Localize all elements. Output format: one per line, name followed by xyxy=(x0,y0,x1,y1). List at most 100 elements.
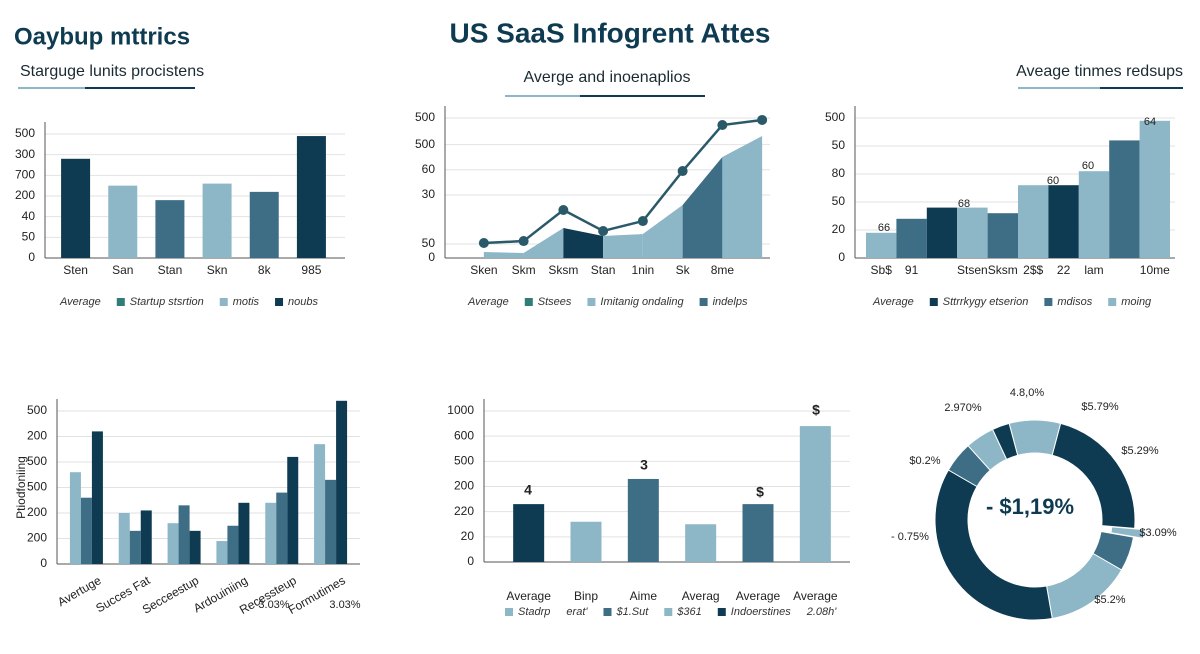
legend-label: Stadrp xyxy=(518,606,550,618)
bar xyxy=(276,492,288,564)
x-tick-label: Aime xyxy=(630,589,658,603)
legend-label: moing xyxy=(1121,296,1152,308)
y-tick-label: 50 xyxy=(832,138,846,152)
y-tick-label: 500 xyxy=(27,403,47,417)
x-tick-label: 1nin xyxy=(632,263,655,277)
y-tick-label: 1000 xyxy=(447,403,474,417)
bar xyxy=(80,497,92,564)
donut-segment xyxy=(1008,419,1062,456)
annotation: 3 xyxy=(640,457,648,473)
line-point xyxy=(598,225,609,236)
page-title: US SaaS Infogrent Attes xyxy=(449,17,770,48)
x-tick-label: Average xyxy=(506,589,551,603)
y-tick-label: 50 xyxy=(22,230,36,244)
bar xyxy=(742,504,774,562)
y-tick-label: 200 xyxy=(27,429,47,443)
line-point xyxy=(677,166,688,177)
legend-label: Average xyxy=(59,296,101,308)
y-tick-label: 200 xyxy=(27,531,47,545)
y-axis-title: Ptiodfoniing xyxy=(14,456,28,519)
y-tick-label: 700 xyxy=(15,168,35,182)
legend-label: Startup stsrtion xyxy=(130,296,204,308)
x-tick-label: Binp xyxy=(574,589,598,603)
bar xyxy=(1109,140,1140,258)
legend-swatch xyxy=(116,298,125,306)
x-tick-label: 2$$ xyxy=(1023,263,1043,277)
donut-center-label: - $1,19% xyxy=(986,494,1074,519)
bar xyxy=(91,431,103,564)
y-tick-label: 0 xyxy=(28,250,35,264)
legend-swatch xyxy=(929,298,938,306)
bar xyxy=(202,183,232,258)
bar xyxy=(108,185,138,258)
legend-label: Indoerstines xyxy=(731,606,791,618)
y-tick-label: 0 xyxy=(467,554,474,568)
y-tick-label: 60 xyxy=(422,162,436,176)
bar xyxy=(685,524,717,562)
bar xyxy=(1048,185,1079,258)
legend-label: erat' xyxy=(566,606,588,618)
bar xyxy=(155,200,185,258)
x-tick-label: Sken xyxy=(470,263,497,277)
donut-segment xyxy=(991,422,1019,460)
donut-segment xyxy=(1051,422,1136,529)
x-tick-label: Sb$ xyxy=(871,263,893,277)
y-tick-label: 200 xyxy=(27,505,47,519)
line-point xyxy=(478,238,489,249)
line-point xyxy=(757,114,768,125)
line-point xyxy=(637,216,648,227)
line-point xyxy=(717,120,728,130)
y-tick-label: 0 xyxy=(838,250,845,264)
bar xyxy=(296,136,326,258)
legend-swatch xyxy=(699,298,708,306)
bar xyxy=(866,232,897,258)
y-tick-label: 200 xyxy=(454,479,474,493)
bar xyxy=(570,521,602,562)
y-tick-label: 20 xyxy=(461,529,475,543)
y-tick-label: 220 xyxy=(454,504,474,518)
bar xyxy=(227,525,239,564)
legend-label: Average xyxy=(467,296,509,308)
area-segment xyxy=(722,136,763,258)
y-tick-label: 500 xyxy=(415,137,435,151)
y-tick-label: 500 xyxy=(27,454,47,468)
legend-label: mdisos xyxy=(1057,296,1092,308)
x-tick-label: Sk xyxy=(676,263,691,277)
x-tick-label: Average xyxy=(793,589,838,603)
legend-swatch xyxy=(505,608,513,616)
y-tick-label: 500 xyxy=(15,126,35,140)
legend-label: Sttrrkygy etserion xyxy=(943,296,1029,308)
bar xyxy=(167,523,179,564)
x-tick-label: 10me xyxy=(1140,263,1170,277)
annotation: - 0.75% xyxy=(891,531,929,543)
y-tick-label: 50 xyxy=(832,194,846,208)
area-segment xyxy=(483,251,524,258)
y-tick-label: 0 xyxy=(40,556,47,570)
legend-label: Imitanig ondaling xyxy=(600,296,684,308)
bar xyxy=(265,502,277,564)
annotation: $3.09% xyxy=(1139,527,1177,539)
y-tick-label: 500 xyxy=(415,110,435,124)
area-segment xyxy=(523,228,564,258)
bar xyxy=(1078,171,1110,258)
bar xyxy=(896,218,927,258)
area-segment xyxy=(682,157,723,258)
x-tick-label: 8k xyxy=(258,263,272,277)
y-tick-label: 300 xyxy=(15,147,35,161)
line-point xyxy=(558,204,569,215)
legend-label: noubs xyxy=(288,296,318,308)
line xyxy=(483,118,763,245)
annotation: 66 xyxy=(878,222,890,234)
bar xyxy=(325,479,337,564)
legend-swatch xyxy=(524,298,533,306)
annotation: 3.03% xyxy=(329,599,360,611)
panel-subtitle: Aveage tinmes redsups xyxy=(1016,63,1183,80)
y-tick-label: 600 xyxy=(454,428,474,442)
bar xyxy=(216,541,228,564)
y-tick-label: 50 xyxy=(422,236,436,250)
legend-label: $1.Sut xyxy=(615,606,649,618)
area-segment xyxy=(563,228,604,258)
bar xyxy=(118,513,130,564)
bar xyxy=(140,510,152,564)
